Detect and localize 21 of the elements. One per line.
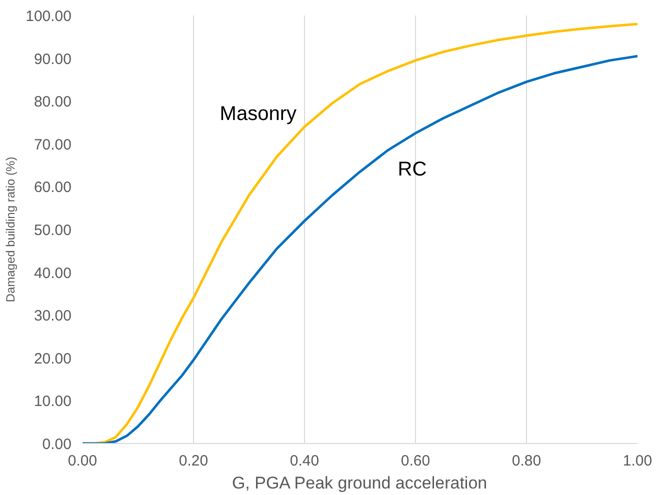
y-tick-label: 50.00 bbox=[34, 222, 72, 239]
y-tick-label: 30.00 bbox=[34, 308, 72, 325]
x-tick-label: 0.20 bbox=[178, 452, 208, 470]
x-tick-label: 0.60 bbox=[400, 452, 430, 470]
y-tick-label: 70.00 bbox=[34, 136, 72, 154]
series-label: Masonry bbox=[220, 102, 297, 125]
y-tick-label: 80.00 bbox=[34, 94, 72, 111]
x-tick-label: 1.00 bbox=[622, 452, 652, 470]
y-tick-label: 90.00 bbox=[34, 50, 72, 68]
y-tick-label: 10.00 bbox=[34, 393, 72, 410]
x-axis-title: G, PGA Peak ground acceleration bbox=[232, 474, 488, 492]
y-tick-label: 100.00 bbox=[26, 8, 72, 25]
y-axis-title: Damaged building ratio (%) bbox=[4, 156, 18, 302]
y-tick-label: 60.00 bbox=[34, 179, 72, 196]
y-tick-label: 0.00 bbox=[42, 436, 72, 453]
y-tick-label: 40.00 bbox=[34, 264, 72, 282]
series-label: RC bbox=[398, 158, 427, 180]
x-tick-label: 0.40 bbox=[290, 452, 320, 470]
y-tick-label: 20.00 bbox=[34, 350, 72, 368]
x-tick-label: 0.80 bbox=[512, 452, 542, 470]
x-tick-label: 0.00 bbox=[68, 452, 98, 470]
